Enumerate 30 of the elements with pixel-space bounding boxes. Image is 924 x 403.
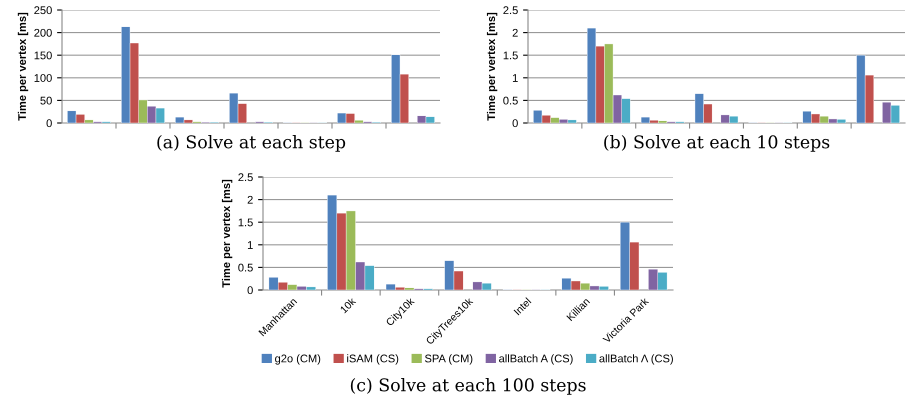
text: (c) Solve at each 100 steps [350, 378, 586, 395]
legend-label: iSAM (CS) [347, 354, 398, 365]
y-tick-label: 50 [40, 96, 52, 105]
y-tick-label: 0.5 [503, 96, 518, 105]
y-tick-label: 2.5 [238, 173, 253, 182]
y-tick-label: 1.5 [504, 52, 518, 60]
y-tick-label: 1 [248, 241, 253, 249]
y-tick-label: 100 [34, 74, 52, 82]
y-tick-label: 0 [46, 119, 52, 128]
y-tick-label: 2.5 [503, 6, 518, 14]
y-axis-title: Time per vertex [ms] [222, 180, 232, 288]
y-axis-title: Time per vertex [ms] [18, 12, 28, 121]
legend-label: allBatch Λ (CS) [599, 354, 673, 365]
text: (b) Solve at each 10 steps [604, 135, 830, 152]
legend-label: SPA (CM) [424, 354, 472, 365]
legend-label: allBatch A (CS) [499, 354, 573, 365]
y-axis-title: Time per vertex [ms] [486, 12, 498, 121]
text: (a) Solve at each step [157, 135, 346, 152]
y-tick-label: 200 [34, 28, 52, 37]
legend-label: g2o (CM) [275, 354, 320, 365]
x-tick-label: 10k [340, 296, 356, 314]
y-tick-label: 1.5 [238, 218, 253, 226]
y-tick-label: 1 [512, 74, 518, 82]
y-tick-label: 150 [34, 51, 52, 60]
y-tick-label: 0 [512, 119, 518, 128]
y-tick-label: 2 [248, 196, 253, 204]
y-tick-label: 2 [512, 28, 518, 37]
y-tick-label: 0 [248, 286, 253, 294]
y-tick-label: 0.5 [238, 264, 253, 272]
y-tick-label: 250 [34, 6, 52, 14]
